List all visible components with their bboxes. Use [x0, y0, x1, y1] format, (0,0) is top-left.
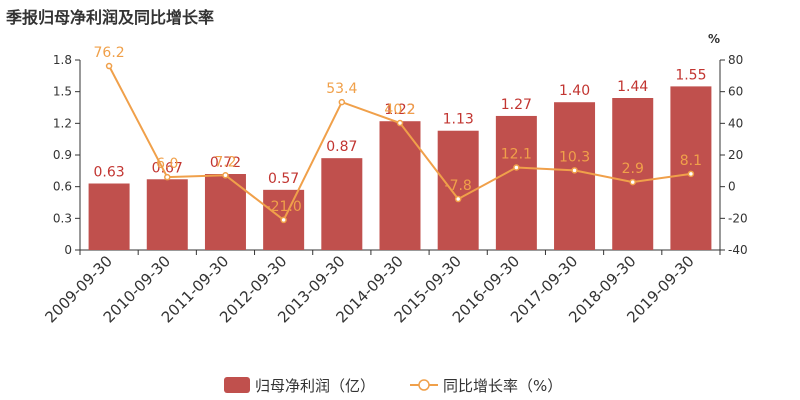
- bar: [612, 98, 654, 250]
- y-right-tick-label: 0: [728, 180, 736, 194]
- bar-value-label: 1.40: [559, 83, 590, 99]
- growth-point: [396, 119, 404, 127]
- y-left-tick-label: 1.8: [53, 53, 72, 67]
- y-right-tick-label: 80: [728, 53, 743, 67]
- chart-title: 季报归母净利润及同比增长率: [6, 8, 215, 27]
- y-right-tick-label: 40: [728, 116, 743, 130]
- bar: [495, 115, 537, 250]
- bar-value-label: 0.87: [326, 139, 357, 155]
- growth-value-label: 12.1: [501, 147, 532, 163]
- y-left-tick-label: 1.2: [53, 116, 72, 130]
- growth-point: [687, 170, 695, 178]
- bar-value-label: 1.55: [675, 67, 706, 83]
- y-right-tick-label: -20: [728, 211, 748, 225]
- bar-value-label: 1.22: [384, 102, 415, 118]
- y-left-tick-label: 0.6: [53, 180, 72, 194]
- growth-value-label: -21.0: [266, 199, 302, 215]
- growth-point: [338, 98, 346, 106]
- growth-value-label: 8.1: [680, 153, 702, 169]
- growth-point: [454, 195, 462, 203]
- y-right-tick-label: 60: [728, 85, 743, 99]
- y-left-tick-label: 0.3: [53, 211, 72, 225]
- bar: [670, 86, 712, 250]
- bar: [88, 183, 130, 250]
- y-right-tick-label: 20: [728, 148, 743, 162]
- growth-point: [105, 62, 113, 70]
- y-right-tick-label: -40: [728, 243, 748, 257]
- growth-point: [629, 178, 636, 186]
- growth-value-label: 76.2: [94, 45, 125, 61]
- bar-value-label: 0.72: [210, 155, 241, 171]
- growth-point: [164, 173, 171, 181]
- growth-value-label: 2.9: [622, 161, 644, 177]
- y-left-tick-label: 0: [64, 243, 72, 257]
- y-left-tick-label: 0.9: [53, 148, 72, 162]
- bar: [146, 179, 188, 250]
- growth-value-label: 7.2: [214, 154, 236, 170]
- growth-value-label: 6.0: [156, 156, 178, 172]
- growth-point: [571, 167, 578, 174]
- bar: [554, 102, 596, 250]
- growth-value-label: 10.3: [559, 149, 590, 165]
- legend-line-label: 同比增长率（%）: [443, 377, 562, 395]
- bar-value-label: 0.57: [268, 171, 299, 187]
- growth-value-label: -7.8: [445, 178, 472, 194]
- growth-value-label: 40.2: [384, 102, 415, 118]
- legend-line-marker: [418, 379, 430, 391]
- growth-point: [513, 164, 520, 171]
- bar-value-label: 1.44: [617, 79, 648, 95]
- legend-bar-label: 归母净利润（亿）: [255, 377, 375, 395]
- bar-value-label: 1.13: [443, 112, 474, 128]
- bar-value-label: 1.27: [501, 97, 532, 113]
- growth-point: [222, 172, 229, 179]
- growth-point: [280, 216, 287, 224]
- growth-value-label: 53.4: [326, 81, 357, 97]
- y-right-axis-label: %: [708, 32, 720, 46]
- bar: [379, 121, 421, 250]
- bar: [437, 130, 479, 250]
- bar-value-label: 0.63: [94, 165, 125, 181]
- legend-bar-swatch: [224, 377, 250, 393]
- bar: [321, 158, 363, 250]
- y-left-tick-label: 1.5: [53, 85, 72, 99]
